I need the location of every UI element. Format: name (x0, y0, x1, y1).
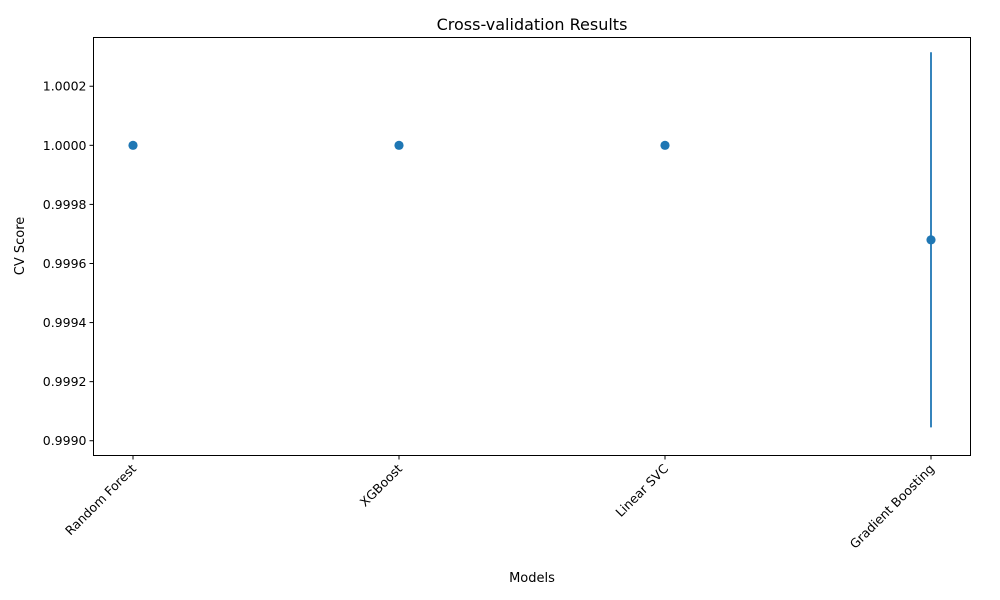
y-tick-label: 0.9994 (43, 315, 87, 330)
data-point (660, 140, 670, 150)
x-axis: Random Forest XGBoost Linear SVC Gradient B… (62, 455, 938, 552)
x-axis-label: Models (509, 571, 555, 586)
y-tick-label: 0.9990 (43, 433, 87, 448)
x-tick-label: Random Forest (62, 461, 139, 538)
y-tick-label: 1.0002 (43, 79, 87, 94)
data-series (128, 52, 936, 428)
y-axis-label: CV Score (13, 217, 28, 276)
plot-frame (93, 37, 971, 456)
x-tick-label: Linear SVC (612, 461, 671, 520)
data-point (926, 235, 936, 245)
chart-title: Cross-validation Results (437, 15, 628, 34)
data-point (394, 140, 404, 150)
y-tick-label: 0.9996 (43, 256, 87, 271)
y-tick-label: 1.0000 (43, 138, 87, 153)
y-axis: 0.9990 0.9992 0.9994 0.9996 0.9998 1.0000 1.00… (43, 79, 94, 448)
y-tick-label: 0.9998 (43, 197, 87, 212)
data-point (128, 140, 138, 150)
y-tick-label: 0.9992 (43, 374, 87, 389)
x-tick-label: Gradient Boosting (847, 461, 938, 552)
x-tick-label: XGBoost (357, 461, 406, 510)
